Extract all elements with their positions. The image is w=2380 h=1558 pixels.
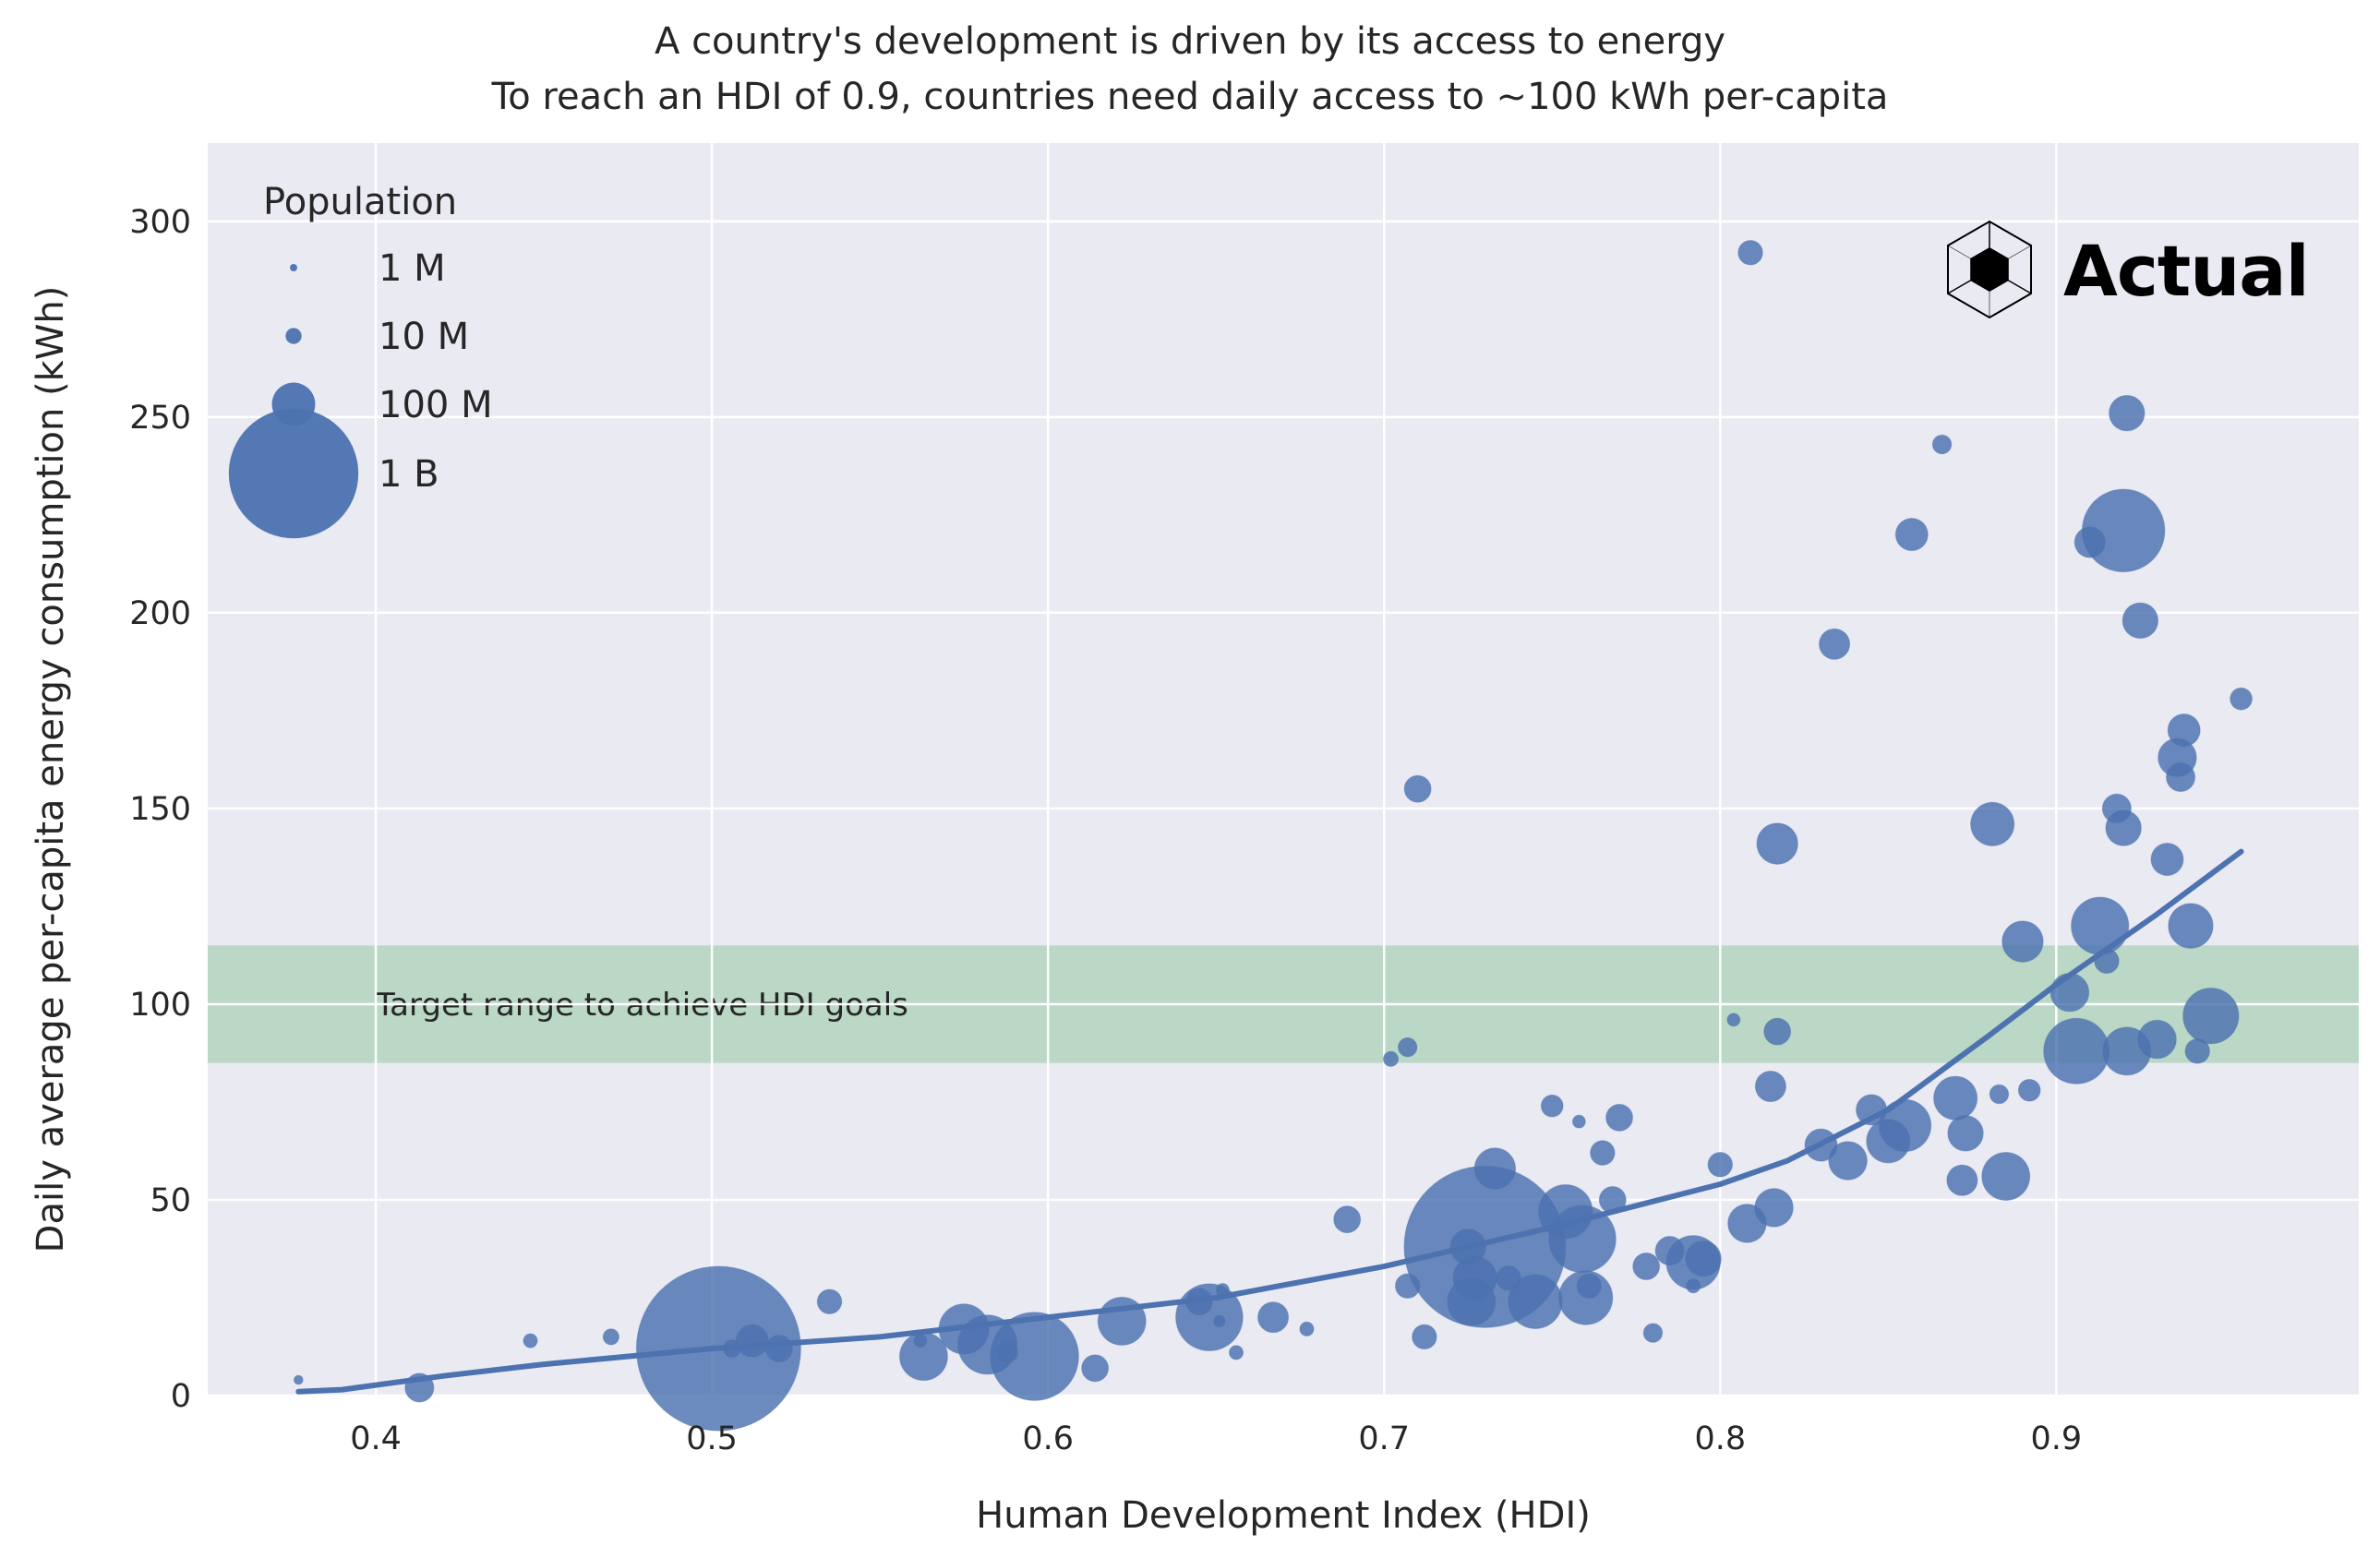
data-point: [1213, 1314, 1226, 1328]
data-point: [1299, 1321, 1315, 1337]
data-point: [2184, 1038, 2211, 1064]
chart-subtitle: To reach an HDI of 0.9, countries need d…: [491, 76, 1889, 118]
y-tick-label: 0: [171, 1378, 191, 1415]
legend-label: 1 B: [379, 453, 439, 496]
legend-label: 100 M: [379, 384, 493, 426]
data-point: [735, 1324, 769, 1358]
data-point: [1707, 1152, 1734, 1178]
data-point: [1571, 1114, 1586, 1129]
data-point: [1605, 1103, 1634, 1132]
data-point: [1403, 774, 1432, 803]
data-point: [1946, 1164, 1978, 1196]
data-point: [1382, 1050, 1400, 1067]
data-point: [1642, 1323, 1664, 1343]
data-point: [1737, 239, 1763, 266]
data-point: [1726, 1013, 1741, 1027]
data-point: [1576, 1273, 1603, 1300]
data-point: [1540, 1094, 1564, 1118]
data-point: [1828, 1141, 1868, 1180]
data-point: [2122, 602, 2159, 640]
data-point: [2167, 713, 2201, 748]
y-axis-label: Daily average per-capita energy consumpt…: [30, 286, 72, 1253]
data-point: [2165, 761, 2196, 793]
y-tick-label: 50: [150, 1182, 191, 1219]
data-point: [1228, 1345, 1244, 1360]
legend-label: 1 M: [379, 247, 446, 290]
x-tick-label: 0.8: [1694, 1420, 1746, 1457]
data-point: [523, 1333, 538, 1348]
y-tick-label: 150: [129, 791, 191, 828]
data-point: [2071, 896, 2130, 955]
data-point: [2137, 1019, 2177, 1060]
data-point: [1590, 1140, 1616, 1166]
data-point: [2049, 972, 2090, 1013]
data-point: [1496, 1264, 1521, 1291]
data-point: [2043, 1017, 2110, 1085]
data-point: [1866, 1119, 1911, 1164]
data-point: [1632, 1252, 1661, 1281]
data-point: [1397, 1037, 1418, 1058]
data-point: [1333, 1205, 1362, 1234]
data-point: [1081, 1354, 1110, 1383]
data-point: [2230, 687, 2253, 711]
x-tick-label: 0.4: [350, 1420, 402, 1457]
data-point: [1894, 518, 1929, 552]
data-point: [1754, 1070, 1786, 1103]
data-point: [2101, 793, 2132, 824]
data-point: [293, 1374, 304, 1385]
x-tick-label: 0.6: [1022, 1420, 1074, 1457]
y-tick-label: 100: [129, 987, 191, 1024]
data-point: [913, 1334, 928, 1348]
legend-marker: [285, 328, 302, 344]
data-point: [1947, 1115, 1984, 1152]
data-point: [1931, 434, 1953, 455]
data-point: [816, 1288, 843, 1315]
data-point: [1754, 1188, 1794, 1228]
data-point: [1763, 1017, 1792, 1046]
data-point: [602, 1328, 620, 1346]
legend-marker: [290, 264, 297, 271]
y-tick-label: 300: [129, 204, 191, 241]
trend-line: [295, 848, 2244, 1395]
data-point: [1981, 1152, 2031, 1202]
cube-icon: [1947, 220, 2032, 319]
data-point: [1394, 1273, 1421, 1300]
x-tick-label: 0.5: [686, 1420, 738, 1457]
legend-label: 10 M: [379, 316, 469, 358]
x-tick-label: 0.7: [1358, 1420, 1410, 1457]
data-point: [1412, 1324, 1437, 1350]
data-point: [2109, 394, 2146, 432]
y-tick-label: 250: [129, 400, 191, 437]
legend-marker: [228, 408, 359, 539]
data-point: [764, 1335, 793, 1363]
data-point: [1756, 822, 1798, 865]
data-point: [1818, 628, 1851, 660]
data-point: [2168, 903, 2214, 949]
data-point: [1933, 1075, 1978, 1121]
data-point: [1989, 1084, 2010, 1105]
legend-title: Population: [263, 181, 457, 223]
data-point: [2073, 526, 2106, 558]
logo-text: Actual: [2063, 230, 2309, 312]
data-point: [2182, 987, 2240, 1045]
cube-core: [1970, 247, 2009, 292]
y-tick-label: 200: [129, 595, 191, 632]
x-axis-label: Human Development Index (HDI): [976, 1494, 1591, 1537]
data-point: [1685, 1240, 1722, 1277]
data-point: [2001, 920, 2044, 963]
data-point: [2150, 842, 2184, 877]
chart-title: A country's development is driven by its…: [654, 20, 1726, 63]
plot-area: [208, 143, 2359, 1396]
data-point: [1654, 1235, 1685, 1266]
data-point: [1686, 1278, 1701, 1294]
data-point: [2017, 1078, 2041, 1102]
data-point: [1970, 801, 2015, 846]
data-point: [997, 1341, 1018, 1363]
x-tick-label: 0.9: [2031, 1420, 2083, 1457]
data-point: [1256, 1301, 1290, 1334]
data-point: [1473, 1147, 1517, 1190]
